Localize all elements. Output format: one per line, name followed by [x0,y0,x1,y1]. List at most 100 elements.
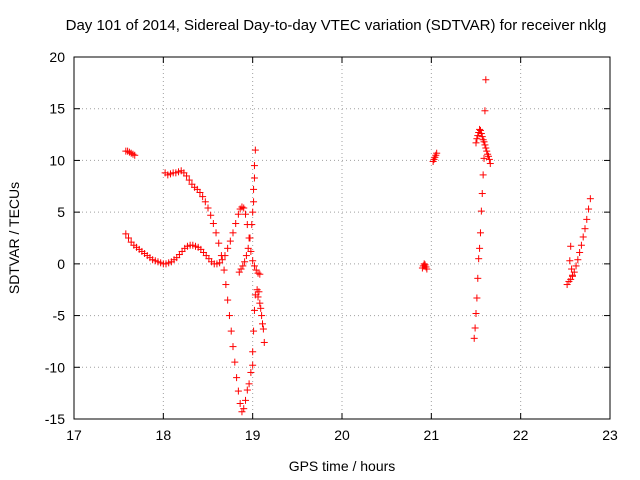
data-point [185,176,193,184]
x-tick-label: 22 [513,427,529,443]
data-point [567,275,575,283]
data-point [476,244,484,252]
data-point [250,262,258,270]
data-point [473,135,481,143]
data-point [237,265,245,273]
data-point [229,229,237,237]
data-point [476,229,484,237]
data-point [576,248,584,256]
data-point [258,320,266,328]
y-tick-labels: -15 -10 -5 0 5 10 15 20 [45,49,65,427]
data-point [225,312,233,320]
data-point [473,294,481,302]
grid-lines [74,57,610,419]
data-points [122,76,594,416]
data-point [579,233,587,241]
data-point [249,208,257,216]
data-point [482,76,490,84]
data-point [481,141,489,149]
data-point [131,151,139,159]
data-point [250,185,258,193]
x-tick-labels: 17 18 19 20 21 22 23 [66,427,618,443]
data-point [475,255,483,263]
data-point [256,270,264,278]
data-point [239,262,247,270]
y-tick-label: 0 [57,256,65,272]
data-point [244,244,252,252]
data-point [585,205,593,213]
data-point [209,220,217,228]
y-tick-label: -10 [45,359,65,375]
data-point [480,138,488,146]
data-point [218,256,226,264]
data-point [256,299,264,307]
data-point [254,293,262,301]
data-point [476,125,484,133]
data-point [250,306,258,314]
y-tick-label: 20 [49,49,65,65]
data-point [224,296,232,304]
data-point [485,152,493,160]
data-point [215,239,223,247]
data-point [127,149,135,157]
data-point [227,327,235,335]
data-point [235,268,243,276]
data-point [248,221,256,229]
data-point [240,204,248,212]
data-point [224,244,232,252]
data-point [250,174,258,182]
data-point [243,386,251,394]
data-point [257,304,265,312]
data-point [567,242,575,250]
x-tick-label: 21 [424,427,440,443]
axis-ticks [73,56,611,420]
data-point [477,130,485,138]
data-point [124,234,132,242]
data-point [125,148,133,156]
data-point [249,361,257,369]
data-point [241,258,249,266]
data-point [242,252,250,260]
data-point [238,408,246,416]
data-point [129,150,137,158]
data-point [245,380,253,388]
data-point [486,160,494,168]
data-point [258,312,266,320]
data-point [470,334,478,342]
data-point [238,203,246,211]
data-point [201,198,209,206]
data-point [246,234,254,242]
data-point [233,374,241,382]
data-point [231,358,239,366]
data-point [242,396,250,404]
data-point [485,155,493,163]
data-point [478,133,486,141]
data-point [249,348,257,356]
chart-title: Day 101 of 2014, Sidereal Day-to-day VTE… [66,17,607,34]
data-point [481,107,489,115]
y-axis-label: SDTVAR / TECUs [6,182,22,294]
data-point [196,188,204,196]
data-point [249,257,257,265]
data-point [474,274,482,282]
data-point [581,225,589,233]
data-point [482,144,490,152]
data-point [471,324,479,332]
data-point [250,327,258,335]
data-point [423,265,431,273]
data-point [252,266,260,274]
data-point [577,241,585,249]
y-tick-label: -5 [53,308,66,324]
y-tick-label: 10 [49,152,65,168]
data-point [583,215,591,223]
data-point [483,147,491,155]
data-point [260,338,268,346]
data-point [480,154,488,162]
data-point [586,195,594,203]
x-tick-label: 19 [245,427,261,443]
data-point [563,281,571,289]
data-point [226,237,234,245]
data-point [479,171,487,179]
data-point [568,271,576,279]
